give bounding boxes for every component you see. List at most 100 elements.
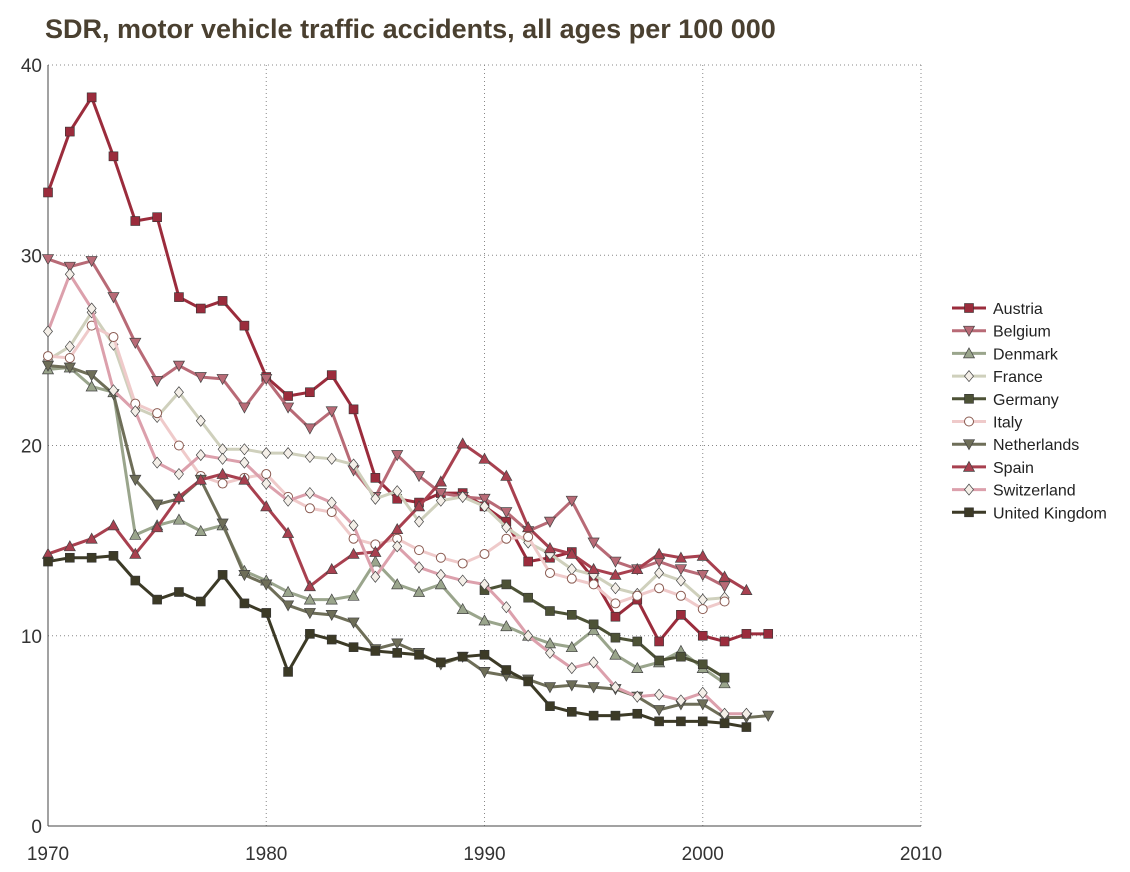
point [64,268,75,281]
point [391,522,404,535]
point [653,547,666,559]
point [675,590,686,601]
point [239,456,250,469]
point [565,680,578,692]
y-tick-label: 10 [21,627,42,648]
point [543,682,557,694]
point [369,555,382,567]
legend-marker [964,483,974,496]
point [108,332,119,343]
point [479,578,490,591]
point [588,619,599,630]
point [281,526,295,538]
point [697,716,708,727]
point [41,254,55,266]
point [370,492,381,505]
chart-title: SDR, motor vehicle traffic accidents, al… [45,14,776,44]
point [674,551,688,563]
point [151,375,164,388]
legend-label: Germany [993,392,1059,409]
point [523,556,533,567]
point [152,456,163,469]
point [392,485,403,498]
point [172,490,186,502]
point [172,360,186,372]
point [348,458,359,471]
point [610,582,621,595]
point [129,474,142,486]
point [283,391,293,401]
point [609,568,622,580]
point [151,499,164,511]
point [65,552,75,563]
point [348,404,359,415]
point [130,405,141,418]
point [414,649,424,660]
point [391,578,404,590]
point [195,448,206,462]
legend-marker [962,460,976,472]
point [543,542,557,554]
point [523,629,534,642]
point [130,575,141,586]
point [85,370,98,382]
point [654,716,664,727]
point [348,642,359,652]
point [370,570,381,583]
point [261,608,272,618]
point [718,677,731,689]
series-line [47,309,725,602]
point [347,547,360,559]
point [587,623,600,635]
point [305,387,315,398]
point [566,662,577,675]
point [325,609,338,622]
point [217,296,228,306]
point [479,649,490,660]
point [195,596,206,607]
legend-marker [964,393,974,404]
point [151,521,164,533]
point [281,402,295,414]
point [326,507,337,518]
point [304,503,315,514]
point [303,593,316,605]
point [632,590,643,601]
point [326,634,337,645]
x-tick-label: 1980 [245,844,287,865]
legend-label: United Kingdom [993,505,1107,522]
point [174,292,184,302]
point [65,126,75,137]
point [194,372,207,384]
point [434,488,447,500]
point [588,710,599,721]
point [217,478,228,489]
point [631,661,644,673]
point [457,558,468,569]
point [719,672,730,683]
point [347,589,360,601]
point [632,636,643,647]
point [763,629,774,639]
point [152,594,162,605]
point [239,320,250,331]
point [588,579,599,590]
point [217,570,228,580]
point [194,524,207,536]
point [152,408,163,419]
point [610,681,621,694]
point [107,519,120,531]
point [41,360,55,372]
legend-marker [962,325,976,337]
point [501,521,512,534]
point [238,402,251,414]
series-line [46,93,769,645]
point [347,617,360,629]
point [545,646,555,659]
point [697,659,708,670]
point [348,519,359,532]
point [85,380,98,392]
point [478,452,491,464]
legend-label: Italy [993,415,1022,432]
legend-label: France [993,369,1043,386]
